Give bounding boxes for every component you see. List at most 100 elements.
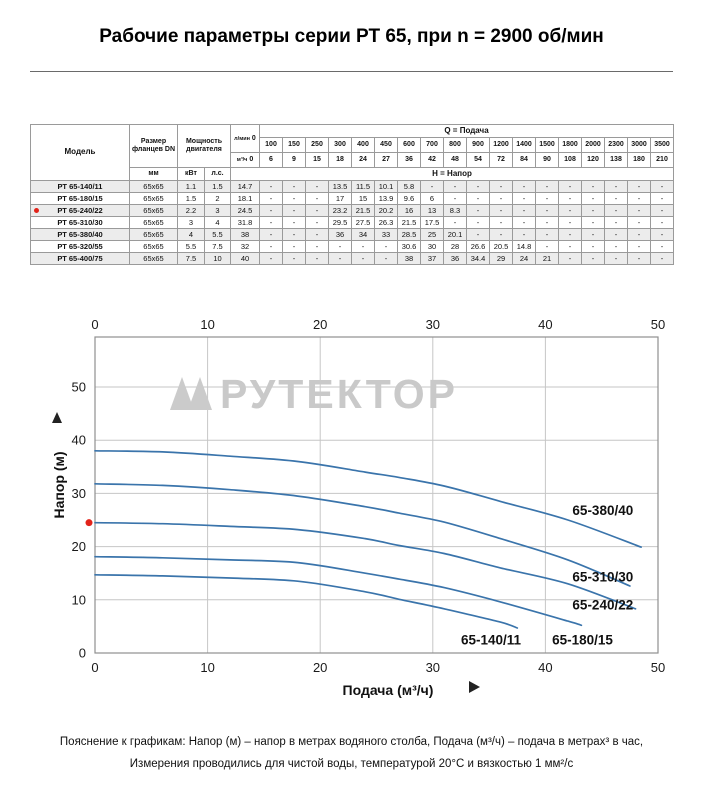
head-value-cell: -	[535, 228, 559, 241]
power-kw-cell: 1.5	[177, 192, 205, 205]
x-tick-label-bottom: 20	[313, 660, 327, 675]
head-value-cell: -	[259, 192, 283, 205]
pump-model-cell: РТ 65-320/55	[30, 240, 130, 253]
head-zero-cell: 40	[230, 252, 260, 265]
col-header-hp: л.с.	[204, 167, 231, 181]
head-value-cell: 25	[420, 228, 444, 241]
flow-lmin-header: 450	[374, 137, 398, 153]
head-value-cell: -	[627, 216, 651, 229]
power-hp-cell: 2	[204, 192, 231, 205]
head-value-cell: -	[558, 192, 582, 205]
head-value-cell: -	[489, 192, 513, 205]
col-header-lmin-zero: л/мин 0	[230, 124, 260, 153]
head-value-cell: 23.2	[328, 204, 352, 217]
pump-row: РТ 65-310/30 65х65 3 4 31.8- - -29.5 27.5 26.3 21…	[30, 216, 675, 229]
head-value-cell: -	[328, 240, 352, 253]
pump-parameters-table: Модель Размер фланцев DN Мощность двигат…	[30, 124, 675, 265]
col-header-kw: кВт	[177, 167, 205, 181]
x-tick-label-bottom: 0	[91, 660, 98, 675]
head-value-cell: -	[259, 204, 283, 217]
pump-row: РТ 65-320/55 65х65 5.5 7.5 32- - - - - -30.6 30 28 2…	[30, 240, 675, 253]
pump-model-cell: РТ 65-380/40	[30, 228, 130, 241]
pump-row: РТ 65-180/15 65х65 1.5 2 18.1- - -17 15 13.9 9.6 6…	[30, 192, 675, 205]
power-kw-cell: 1.1	[177, 180, 205, 193]
pump-curve-65-380/40	[94, 449, 642, 548]
flow-lmin-header: 1200	[489, 137, 513, 153]
head-value-cell: -	[558, 204, 582, 217]
head-value-cell: -	[305, 228, 329, 241]
head-value-cell: -	[512, 192, 536, 205]
head-value-cell: -	[489, 180, 513, 193]
head-value-cell: -	[581, 204, 605, 217]
head-value-cell: -	[282, 216, 306, 229]
head-value-cell: -	[649, 192, 675, 205]
title-divider	[30, 71, 673, 72]
pump-curves-chart: РУТЕКТОР 65-140/11 65-180/15 65-240/22 65-31…	[51, 317, 665, 698]
x-tick-label-top: 10	[200, 317, 214, 332]
pump-model-cell: РТ 65-310/30	[30, 216, 130, 229]
y-axis-title: Напор (м)	[51, 451, 67, 518]
flow-m3h-header: 27	[374, 152, 398, 168]
head-value-cell: 17.5	[420, 216, 444, 229]
pump-row: РТ 65-380/40 65х65 4 5.5 38- - -36 34 33 28.5 25 20…	[30, 228, 675, 241]
head-value-cell: -	[649, 180, 675, 193]
head-value-cell: -	[305, 192, 329, 205]
head-value-cell: 11.5	[351, 180, 375, 193]
head-value-cell: -	[305, 252, 329, 265]
head-zero-cell: 14.7	[230, 180, 260, 193]
page-title: Рабочие параметры серии РТ 65, при n = 2…	[99, 26, 604, 47]
flange-cell: 65х65	[129, 228, 178, 241]
head-value-cell: -	[351, 240, 375, 253]
plot-border	[94, 336, 659, 654]
head-value-cell: -	[443, 192, 467, 205]
head-value-cell: -	[466, 192, 490, 205]
head-value-cell: 28	[443, 240, 467, 253]
head-value-cell: 16	[397, 204, 421, 217]
lmin-unit-label: л/мин	[234, 135, 250, 142]
head-value-cell: -	[627, 228, 651, 241]
head-zero-cell: 24.5	[230, 204, 260, 217]
flow-lmin-header: 300	[328, 137, 352, 153]
head-value-cell: 38	[397, 252, 421, 265]
head-value-cell: -	[535, 216, 559, 229]
footer-note: Пояснение к графикам: Напор (м) – напор …	[0, 731, 703, 775]
flow-lmin-header: 250	[305, 137, 329, 153]
flow-m3h-header: 15	[305, 152, 329, 168]
curve-label: 65-180/15	[552, 632, 613, 647]
flange-cell: 65х65	[129, 180, 178, 193]
pump-row: РТ 65-400/75 65х65 7.5 10 40- - - - - -38 37 36 34.4…	[30, 252, 675, 265]
power-hp-cell: 4	[204, 216, 231, 229]
head-value-cell: -	[443, 180, 467, 193]
head-value-cell: -	[259, 228, 283, 241]
flow-m3h-header: 72	[489, 152, 513, 168]
head-value-cell: -	[649, 252, 675, 265]
head-value-cell: 17	[328, 192, 352, 205]
flow-m3h-header: 42	[420, 152, 444, 168]
x-axis-arrow-icon	[469, 681, 480, 693]
head-value-cell: -	[305, 240, 329, 253]
flow-lmin-header: 1500	[535, 137, 559, 153]
head-value-cell: -	[305, 180, 329, 193]
head-value-cell: 28.5	[397, 228, 421, 241]
head-value-cell: -	[259, 216, 283, 229]
flow-lmin-header: 2000	[581, 137, 605, 153]
curve-label: 65-240/22	[572, 597, 633, 612]
head-value-cell: 13.9	[374, 192, 398, 205]
curve-label: 65-140/11	[461, 632, 522, 647]
col-header-q-flow: Q = Подача	[258, 124, 675, 138]
head-value-cell: -	[604, 180, 628, 193]
head-value-cell: -	[604, 228, 628, 241]
head-zero-cell: 32	[230, 240, 260, 253]
pump-curve-65-310/30	[94, 482, 631, 587]
head-value-cell: 26.3	[374, 216, 398, 229]
power-hp-cell: 7.5	[204, 240, 231, 253]
pump-model-cell: РТ 65-180/15	[30, 192, 130, 205]
head-value-cell: -	[604, 252, 628, 265]
curve-label: 65-380/40	[572, 503, 633, 518]
head-value-cell: -	[581, 252, 605, 265]
col-header-mm: мм	[129, 167, 178, 181]
footer-line-2: Измерения проводились для чистой воды, т…	[129, 758, 574, 770]
flow-m3h-header: 9	[282, 152, 306, 168]
head-zero-cell: 38	[230, 228, 260, 241]
flow-lmin-header: 600	[397, 137, 421, 153]
